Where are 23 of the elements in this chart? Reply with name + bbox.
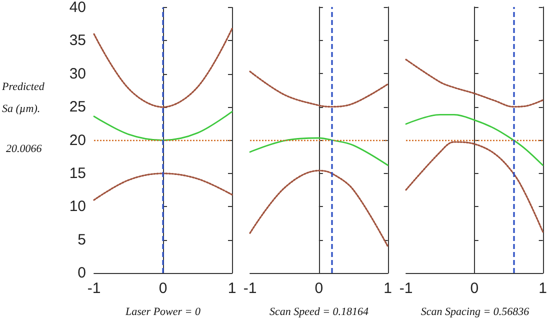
y-tick-label: 0 bbox=[78, 264, 86, 282]
y-tick-label: 35 bbox=[69, 32, 86, 50]
x-tick-label: -1 bbox=[399, 280, 413, 297]
y-axis-title: Predicted Sa (µm). bbox=[2, 80, 46, 117]
x-tick-label: 0 bbox=[470, 280, 479, 297]
x-tick-label: 1 bbox=[538, 280, 547, 297]
x-axis-title: Scan Spacing = 0.56836 bbox=[420, 306, 530, 318]
y-tick-label: 10 bbox=[69, 198, 86, 216]
y-tick-label: 5 bbox=[78, 231, 86, 248]
x-axis-title: Laser Power = 0 bbox=[124, 306, 202, 318]
x-axis-title: Scan Speed = 0.18164 bbox=[268, 306, 370, 318]
x-tick-label: 0 bbox=[314, 280, 324, 297]
x-tick-label: 1 bbox=[384, 280, 392, 297]
x-tick-label: 0 bbox=[158, 280, 168, 297]
x-tick-label: -1 bbox=[87, 280, 101, 297]
y-tick-label: 20 bbox=[69, 132, 86, 149]
y-tick-label: 25 bbox=[69, 98, 86, 116]
y-tick-label: 30 bbox=[69, 65, 86, 82]
text: 20.0066 bbox=[6, 143, 42, 155]
x-tick-label: -1 bbox=[243, 280, 257, 297]
y-tick-label: 40 bbox=[69, 0, 86, 16]
x-tick-label: 1 bbox=[228, 280, 236, 297]
y-tick-label: 15 bbox=[69, 164, 86, 182]
